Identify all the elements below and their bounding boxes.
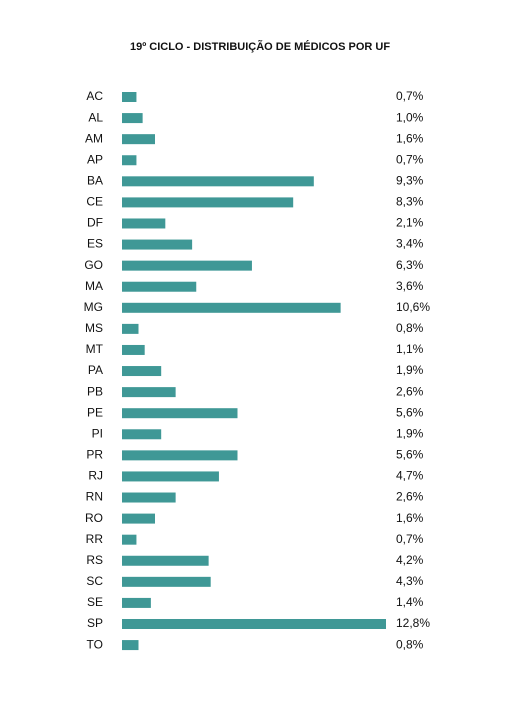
value-label: 1,0%: [396, 110, 424, 124]
value-label: 4,3%: [396, 574, 424, 588]
value-label: 1,9%: [396, 426, 424, 440]
category-label: RS: [86, 553, 103, 567]
bar: [122, 323, 139, 334]
bar: [122, 302, 341, 313]
value-label: 0,8%: [396, 321, 424, 335]
value-label: 1,9%: [396, 363, 424, 377]
bar: [122, 197, 294, 208]
bar: [122, 260, 252, 271]
bar: [122, 366, 162, 377]
bar: [122, 113, 143, 124]
bar: [122, 218, 166, 229]
category-label: MS: [85, 321, 103, 335]
bar: [122, 471, 219, 482]
category-label: AC: [86, 89, 103, 103]
category-label: MT: [86, 342, 104, 356]
value-label: 3,6%: [396, 279, 424, 293]
bar: [122, 640, 139, 651]
category-label: BA: [87, 173, 103, 187]
category-label: MG: [84, 300, 103, 314]
category-label: RJ: [88, 469, 103, 483]
bar: [122, 239, 193, 250]
value-label: 1,6%: [396, 511, 424, 525]
bar: [122, 619, 386, 629]
bar: [122, 408, 238, 419]
value-label: 3,4%: [396, 237, 424, 251]
bar: [122, 176, 314, 187]
category-label: PR: [86, 448, 103, 462]
category-label: AM: [85, 131, 103, 145]
bar: [122, 281, 197, 292]
value-label: 5,6%: [396, 448, 424, 462]
bar: [122, 155, 137, 166]
category-label: RN: [86, 490, 103, 504]
value-label: 4,2%: [396, 553, 424, 567]
value-label: 2,6%: [396, 490, 424, 504]
category-label: PE: [87, 405, 103, 419]
category-label: SC: [86, 574, 103, 588]
value-label: 8,3%: [396, 195, 424, 209]
bar: [122, 134, 155, 145]
value-label: 5,6%: [396, 405, 424, 419]
value-label: 2,6%: [396, 384, 424, 398]
bar: [122, 534, 137, 545]
value-label: 4,7%: [396, 469, 424, 483]
value-label: 2,1%: [396, 216, 424, 230]
category-label: AP: [87, 152, 103, 166]
bar: [122, 555, 209, 566]
value-label: 1,1%: [396, 342, 424, 356]
value-label: 9,3%: [396, 173, 424, 187]
bar: [122, 387, 176, 398]
category-label: ES: [87, 237, 103, 251]
bar: [122, 576, 211, 587]
bar: [122, 429, 162, 440]
bar: [122, 513, 155, 524]
value-label: 0,7%: [396, 89, 424, 103]
value-label: 12,8%: [396, 616, 430, 630]
bar: [122, 92, 137, 102]
value-label: 1,6%: [396, 131, 424, 145]
bar: [122, 450, 238, 461]
category-label: CE: [86, 195, 103, 209]
category-label: PB: [87, 384, 103, 398]
category-label: TO: [87, 637, 103, 651]
bar: [122, 344, 145, 355]
bar: [122, 597, 151, 608]
category-label: RO: [85, 511, 103, 525]
category-label: SE: [87, 595, 103, 609]
bar: [122, 492, 176, 503]
chart-title: 19º CICLO - DISTRIBUIÇÃO DE MÉDICOS POR …: [130, 40, 390, 53]
category-label: DF: [87, 216, 103, 230]
value-label: 10,6%: [396, 300, 430, 314]
value-label: 6,3%: [396, 258, 424, 272]
value-label: 0,7%: [396, 152, 424, 166]
category-label: PA: [88, 363, 103, 377]
value-label: 1,4%: [396, 595, 424, 609]
category-label: PI: [92, 426, 103, 440]
category-label: AL: [88, 110, 103, 124]
value-label: 0,7%: [396, 532, 424, 546]
category-label: SP: [87, 616, 103, 630]
category-label: RR: [86, 532, 104, 546]
category-label: GO: [84, 258, 103, 272]
value-label: 0,8%: [396, 637, 424, 651]
category-label: MA: [85, 279, 103, 293]
